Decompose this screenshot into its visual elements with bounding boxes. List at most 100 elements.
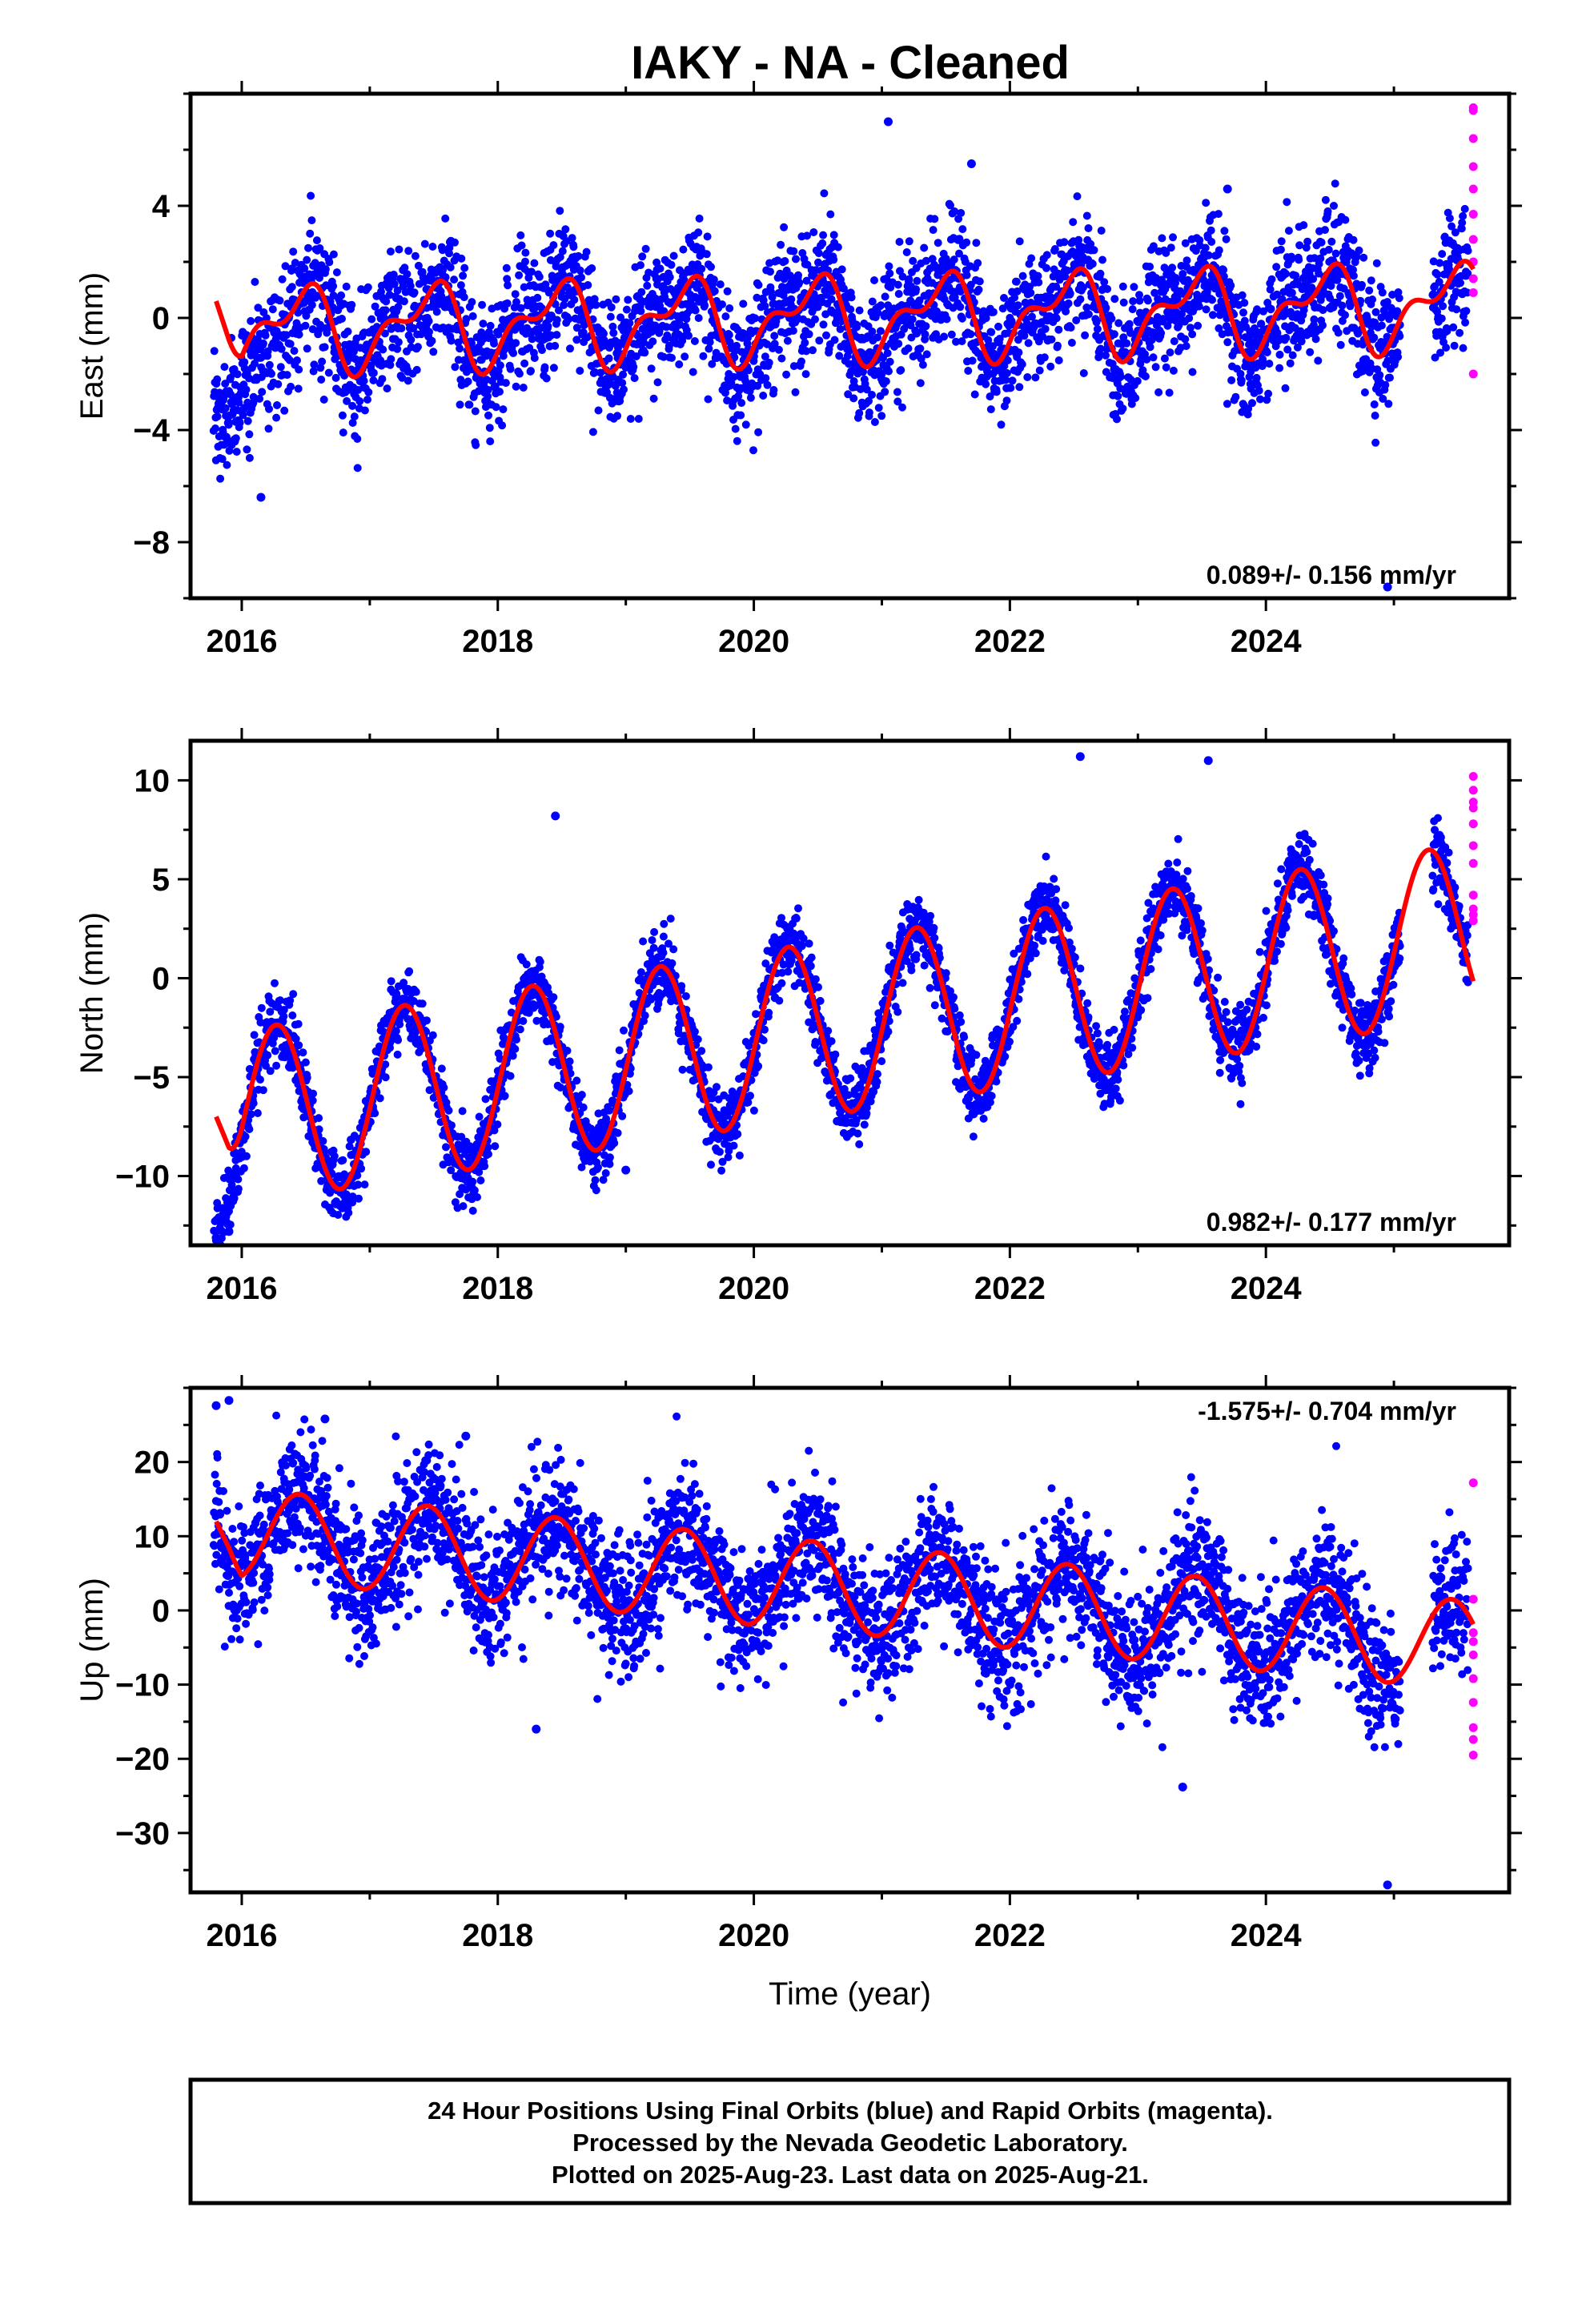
outlier-point-4 [1223, 184, 1232, 194]
rapid-orbit-point-7 [1468, 274, 1478, 283]
outlier-point-3 [966, 159, 976, 168]
outlier-point-0 [883, 117, 893, 127]
up-panel: 2016 2018 2020 2022 2024 20 10 0 −10 −20 −30 Up (mm… [74, 1375, 1522, 2012]
rapid-orbit-point-0 [1468, 771, 1478, 781]
outlier-point-3 [1075, 752, 1085, 762]
outlier-point-2 [320, 1414, 330, 1424]
y-tick-label: 4 [152, 189, 171, 224]
outlier-point-4 [1203, 756, 1213, 766]
y-tick-label: −4 [133, 413, 170, 448]
x-tick-label: 2022 [974, 1918, 1046, 1953]
rapid-orbit-point-8 [1468, 916, 1478, 926]
footer-line-2: Processed by the Nevada Geodetic Laborat… [572, 2129, 1128, 2157]
y-tick-label: 0 [152, 1594, 170, 1629]
x-tick-label: 2020 [718, 1271, 789, 1306]
y-tick-label: 0 [152, 301, 170, 336]
outlier-point-6 [532, 1724, 541, 1734]
rapid-orbit-point-3 [1468, 184, 1478, 194]
rapid-orbit-point-1 [1468, 134, 1478, 143]
model-curve [214, 1491, 1476, 1685]
outlier-point-1 [224, 1396, 234, 1405]
footer-frame [188, 2077, 1512, 2205]
rapid-orbit-point-5 [1468, 858, 1478, 868]
y-axis-label: East (mm) [74, 272, 110, 420]
y-tick-label: 5 [152, 862, 170, 898]
y-tick-label: −8 [133, 525, 170, 561]
model-curve [214, 847, 1476, 1192]
outlier-point-4 [1383, 1880, 1392, 1890]
plot-frame [188, 738, 1512, 1248]
rapid-orbit-point-1 [1468, 1594, 1478, 1604]
y-tick-label: 10 [135, 1519, 171, 1554]
rapid-orbit-point-6 [1468, 891, 1478, 900]
outlier-point-5 [1178, 1782, 1187, 1791]
x-tick-label: 2024 [1231, 1918, 1303, 1953]
x-tick-label: 2018 [462, 1918, 533, 1953]
rapid-orbit-point-4 [1468, 1651, 1478, 1660]
outlier-point-2 [1383, 582, 1392, 592]
x-tick-label: 2024 [1231, 1271, 1303, 1306]
footer-line-1: 24 Hour Positions Using Final Orbits (bl… [428, 2097, 1273, 2125]
rapid-orbit-point-8 [1468, 1735, 1478, 1744]
final-orbit-points [210, 814, 1472, 1245]
footer-line-3: Plotted on 2025-Aug-23. Last data on 202… [552, 2161, 1149, 2189]
rapid-orbit-point-4 [1468, 841, 1478, 850]
rapid-orbit-point-9 [1468, 106, 1478, 115]
y-tick-label: −5 [133, 1060, 170, 1096]
x-tick-label: 2016 [206, 1918, 277, 1953]
plot-frame [188, 91, 1512, 601]
east-panel: 2016 2018 2020 2022 2024 4 0 −4 −8 East (mm) 0.089… [74, 81, 1522, 659]
rapid-orbit-point-3 [1468, 819, 1478, 829]
rapid-orbit-point-9 [1468, 1751, 1478, 1760]
y-tick-label: −30 [115, 1816, 170, 1852]
plot-frame [188, 1385, 1512, 1895]
rapid-orbit-point-3 [1468, 1637, 1478, 1647]
rapid-orbit-point-7 [1468, 1723, 1478, 1732]
x-tick-label: 2020 [718, 624, 789, 659]
north-panel: 2016 2018 2020 2022 2024 10 5 0 −5 −10 North (mm) 0… [74, 728, 1522, 1306]
rapid-orbit-point-2 [1468, 1628, 1478, 1638]
x-tick-label: 2020 [718, 1918, 789, 1953]
outlier-point-0 [224, 1227, 234, 1236]
y-tick-label: −10 [115, 1160, 170, 1195]
y-tick-label: −20 [115, 1742, 170, 1777]
chart-title: IAKY - NA - Cleaned [631, 37, 1070, 89]
rapid-orbit-point-5 [1468, 235, 1478, 244]
y-tick-label: −10 [115, 1668, 170, 1703]
y-tick-label: 0 [152, 961, 170, 996]
rapid-orbit-point-8 [1468, 288, 1478, 297]
outlier-point-3 [461, 1431, 471, 1441]
rate-annotation: 0.982+/- 0.177 mm/yr [1207, 1208, 1456, 1236]
x-tick-label: 2018 [462, 624, 533, 659]
x-tick-label: 2024 [1231, 624, 1303, 659]
rapid-orbit-point-10 [1468, 798, 1478, 807]
x-axis-label: Time (year) [769, 1976, 931, 2012]
rapid-orbit-point-0 [1468, 1478, 1478, 1488]
rapid-orbit-point-10 [1468, 369, 1478, 379]
y-tick-label: 10 [135, 763, 171, 798]
footer-box: 24 Hour Positions Using Final Orbits (bl… [188, 2077, 1512, 2205]
x-tick-label: 2022 [974, 1271, 1046, 1306]
x-tick-label: 2022 [974, 624, 1046, 659]
rate-annotation: -1.575+/- 0.704 mm/yr [1198, 1397, 1456, 1425]
outlier-point-2 [551, 811, 560, 821]
outlier-point-1 [621, 1165, 631, 1175]
rapid-orbit-point-5 [1468, 1674, 1478, 1683]
outlier-point-0 [211, 1401, 221, 1410]
rapid-orbit-point-2 [1468, 162, 1478, 171]
model-curve [214, 259, 1476, 380]
rapid-orbit-point-9 [1468, 904, 1478, 914]
final-orbit-points [209, 179, 1472, 483]
x-tick-label: 2018 [462, 1271, 533, 1306]
x-tick-label: 2016 [206, 624, 277, 659]
y-axis-label: North (mm) [74, 912, 110, 1074]
y-axis-label: Up (mm) [74, 1578, 110, 1703]
rate-annotation: 0.089+/- 0.156 mm/yr [1207, 561, 1456, 589]
y-tick-label: 20 [135, 1445, 171, 1481]
rapid-orbit-point-6 [1468, 1698, 1478, 1707]
rapid-orbit-point-1 [1468, 786, 1478, 795]
x-tick-label: 2016 [206, 1271, 277, 1306]
rapid-orbit-point-4 [1468, 210, 1478, 219]
outlier-point-1 [256, 493, 266, 502]
